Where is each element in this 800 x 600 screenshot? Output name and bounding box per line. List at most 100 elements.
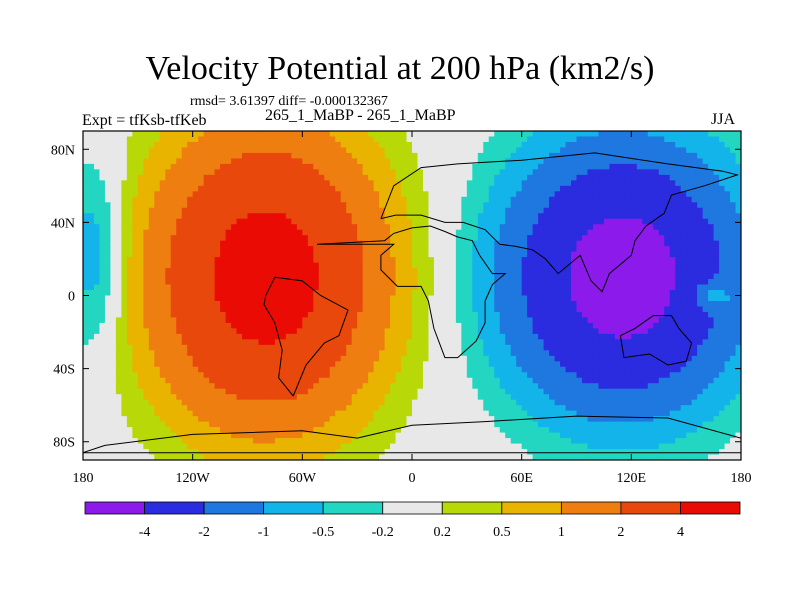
field-cell bbox=[549, 279, 556, 286]
field-cell bbox=[83, 152, 90, 160]
field-cell bbox=[373, 196, 380, 203]
field-cell bbox=[181, 174, 188, 181]
field-cell bbox=[708, 273, 715, 280]
field-cell bbox=[455, 180, 462, 187]
field-cell bbox=[280, 279, 287, 286]
field-cell bbox=[143, 262, 150, 269]
field-cell bbox=[362, 284, 369, 291]
field-cell bbox=[609, 202, 616, 209]
field-cell bbox=[170, 284, 177, 291]
field-cell bbox=[214, 196, 221, 203]
field-cell bbox=[258, 207, 265, 214]
field-cell bbox=[269, 284, 276, 291]
field-cell bbox=[521, 344, 528, 351]
field-cell bbox=[236, 355, 243, 362]
field-cell bbox=[220, 257, 227, 264]
field-cell bbox=[532, 152, 539, 160]
field-cell bbox=[395, 185, 402, 192]
field-cell bbox=[401, 185, 408, 192]
field-cell bbox=[576, 273, 583, 280]
field-cell bbox=[576, 152, 583, 160]
field-cell bbox=[318, 322, 325, 329]
field-cell bbox=[455, 339, 462, 346]
field-cell bbox=[379, 257, 386, 264]
field-cell bbox=[313, 328, 320, 335]
field-cell bbox=[571, 202, 578, 209]
field-cell bbox=[494, 196, 501, 203]
field-cell bbox=[329, 174, 336, 181]
field-cell bbox=[148, 169, 155, 176]
field-cell bbox=[351, 350, 358, 357]
field-cell bbox=[697, 207, 704, 214]
field-cell bbox=[708, 207, 715, 214]
field-cell bbox=[532, 202, 539, 209]
field-cell bbox=[296, 328, 303, 335]
field-cell bbox=[406, 311, 413, 319]
field-cell bbox=[719, 273, 726, 280]
field-cell bbox=[148, 224, 155, 231]
field-cell bbox=[346, 147, 353, 154]
field-cell bbox=[110, 202, 117, 209]
field-cell bbox=[104, 257, 112, 264]
field-cell bbox=[691, 328, 698, 335]
field-cell bbox=[242, 158, 249, 165]
field-cell bbox=[285, 131, 292, 138]
field-cell bbox=[412, 136, 419, 143]
field-cell bbox=[735, 207, 741, 214]
field-cell bbox=[159, 163, 166, 170]
field-cell bbox=[576, 235, 583, 242]
field-cell bbox=[702, 141, 709, 149]
field-cell bbox=[483, 251, 490, 258]
field-cell bbox=[417, 141, 424, 149]
field-cell bbox=[538, 306, 545, 313]
field-cell bbox=[346, 136, 353, 143]
field-cell bbox=[121, 355, 128, 362]
field-cell bbox=[417, 136, 424, 143]
field-cell bbox=[99, 311, 106, 319]
field-cell bbox=[318, 169, 325, 176]
field-cell bbox=[126, 279, 133, 286]
field-cell bbox=[181, 279, 188, 286]
field-cell bbox=[110, 158, 117, 165]
field-cell bbox=[494, 273, 501, 280]
field-cell bbox=[516, 339, 523, 346]
field-cell bbox=[691, 262, 698, 269]
field-cell bbox=[258, 246, 265, 253]
field-cell bbox=[390, 136, 397, 143]
field-cell bbox=[592, 262, 600, 269]
field-cell bbox=[549, 141, 556, 149]
field-cell bbox=[296, 163, 303, 170]
field-cell bbox=[669, 180, 676, 187]
field-cell bbox=[505, 136, 512, 143]
field-cell bbox=[708, 350, 715, 357]
field-cell bbox=[373, 158, 380, 165]
field-cell bbox=[730, 246, 737, 253]
field-cell bbox=[560, 174, 567, 181]
field-cell bbox=[697, 229, 704, 236]
field-cell bbox=[88, 136, 95, 143]
field-cell bbox=[187, 202, 194, 209]
field-cell bbox=[658, 268, 665, 275]
field-cell bbox=[225, 141, 232, 149]
field-cell bbox=[148, 158, 155, 165]
field-cell bbox=[412, 174, 419, 181]
field-cell bbox=[521, 295, 528, 302]
field-cell bbox=[198, 136, 205, 143]
field-cell bbox=[444, 136, 451, 143]
field-cell bbox=[242, 196, 249, 203]
field-cell bbox=[702, 251, 709, 258]
field-cell bbox=[132, 213, 139, 220]
field-cell bbox=[686, 306, 693, 313]
field-cell bbox=[93, 131, 101, 138]
field-cell bbox=[472, 207, 479, 214]
field-cell bbox=[560, 147, 567, 154]
field-cell bbox=[713, 268, 720, 275]
field-cell bbox=[269, 174, 276, 181]
field-cell bbox=[494, 235, 501, 242]
field-cell bbox=[362, 158, 369, 165]
field-cell bbox=[126, 196, 133, 203]
field-cell bbox=[516, 246, 523, 253]
field-cell bbox=[99, 284, 106, 291]
field-cell bbox=[340, 174, 347, 181]
field-cell bbox=[461, 295, 468, 302]
